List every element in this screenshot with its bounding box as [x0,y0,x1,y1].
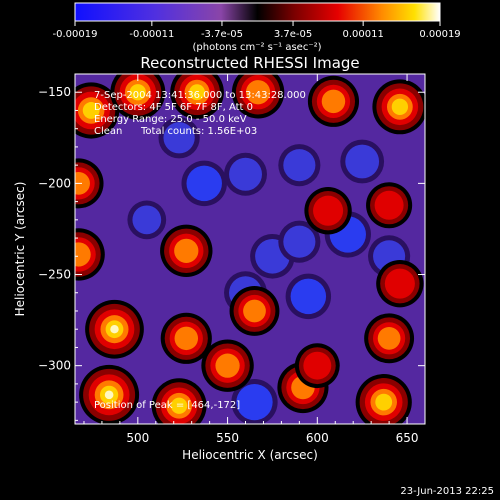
annotation-counts: Total counts: 1.56E+03 [140,126,257,137]
x-tick-label: 600 [306,431,329,445]
source-mid [313,195,344,226]
colorbar-tick-label: -3.7e-05 [201,29,243,40]
y-tick-label: −150 [38,85,71,99]
source-blob [294,343,340,389]
source-inner [377,326,401,350]
source-blob [160,312,212,364]
image-layer [75,74,425,424]
x-axis-label: Heliocentric X (arcsec) [182,448,318,462]
source-core [189,84,205,101]
chart-title: Reconstructed RHESSI Image [140,54,359,72]
y-tick-label: −250 [38,268,71,282]
source-blob [110,74,166,120]
source-core [82,102,100,119]
annotation-time: 7-Sep-2004 13:41:36.000 to 13:43:28.000 [94,90,306,101]
y-axis: −150 −200 −250 −300 [38,73,425,421]
annotation-detectors: Detectors: 4F 5F 6F 7F 8F, Att 0 [94,102,253,113]
y-tick-label: −300 [38,359,71,373]
colorbar-tick-label: -0.00011 [129,29,174,40]
negative-region [345,144,380,179]
x-axis: 500 550 600 650 [83,74,419,445]
negative-region [290,278,327,315]
source-blob [170,74,224,120]
footer-timestamp: 23-Jun-2013 22:25 [400,486,494,497]
source-blob [366,182,413,229]
source-inner [174,326,199,351]
source-blob [160,224,213,278]
annotation-clean: Clean [94,126,122,137]
colorbar-units-label: (photons cm⁻² s⁻¹ asec⁻²) [192,42,321,53]
x-tick-label: 500 [126,431,149,445]
source-blob [201,339,254,392]
source-inner [215,353,240,378]
y-axis-label: Heliocentric Y (arcsec) [13,182,27,317]
source-blob [79,364,140,424]
source-blob [304,187,352,235]
negative-region [283,225,316,258]
source-inner [174,238,199,263]
negative-region [236,383,273,421]
source-blob [376,259,424,308]
colorbar [74,2,441,22]
negative-region [186,165,222,202]
source-core [170,397,188,414]
source-blob [229,286,280,336]
source-blob [355,374,412,424]
source-blob [151,378,207,424]
colorbar-tick-label: 3.7e-05 [274,29,312,40]
plot-frame [74,73,426,425]
source-core [129,84,146,101]
source-blob [372,79,425,135]
negative-region [132,205,162,235]
source-core [391,98,409,115]
source-mid [303,351,332,380]
source-peak [104,390,114,400]
source-core [375,393,393,411]
x-tick-label: 650 [396,431,419,445]
negative-region [229,157,262,191]
source-inner [75,172,90,195]
source-peak [110,325,119,334]
source-blob [75,228,105,281]
annotation-energy: Energy Range: 25.0 - 50.0 keV [94,114,247,125]
negative-region [163,122,195,154]
source-mid [384,268,415,299]
source-inner [321,89,346,114]
source-blob [75,158,104,209]
annotation-peak: Position of Peak = [464,-172] [94,400,240,411]
colorbar-tick-label: -0.00019 [53,29,98,40]
y-tick-label: −200 [38,176,71,190]
colorbar-tick-label: 0.00011 [342,29,383,40]
colorbar-ticks: -0.00019 -0.00011 -3.7e-05 3.7e-05 0.00011 0.… [53,21,461,40]
colorbar-tick-label: 0.00019 [419,29,460,40]
negative-region [283,149,316,182]
x-tick-label: 550 [216,431,239,445]
source-blob [75,82,120,139]
source-inner [75,242,91,267]
source-blob [231,74,285,119]
plot-area [75,74,425,424]
source-inner [245,80,271,105]
source-mid [374,190,404,220]
source-inner [243,299,266,323]
source-blob [307,75,360,127]
source-blob [364,313,415,364]
source-blob [85,299,144,359]
